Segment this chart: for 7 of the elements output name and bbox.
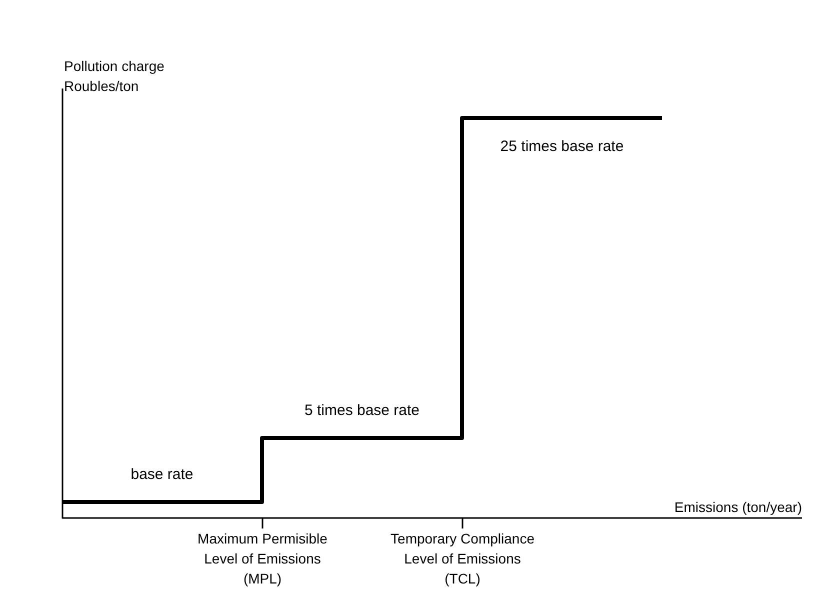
x-tick-label: Maximum Permisible Level of Emissions (MPL) bbox=[198, 530, 328, 586]
x-tick-label: Temporary Compliance Level of Emissions (TCL) bbox=[390, 530, 535, 586]
y-axis-title: Pollution charge Roubles/ton bbox=[64, 58, 165, 94]
x-axis-title: Emissions (ton/year) bbox=[674, 499, 802, 515]
annotation: base rate bbox=[130, 466, 194, 483]
annotation: 5 times base rate bbox=[304, 402, 420, 419]
annotation: 25 times base rate bbox=[500, 138, 624, 155]
